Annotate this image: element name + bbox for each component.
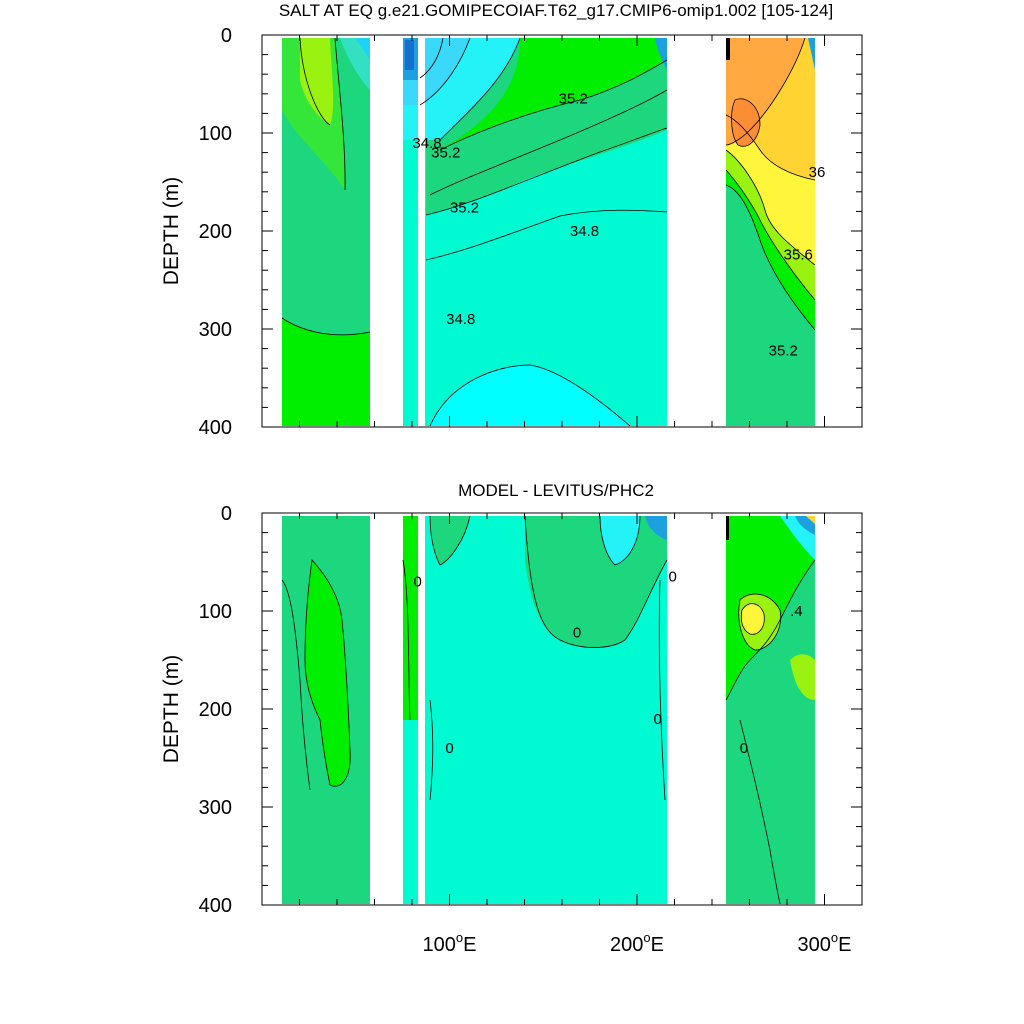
difference-x-tick-label: 300oE	[798, 930, 852, 956]
difference-y-axis-label: DEPTH (m)	[160, 655, 183, 764]
difference-contour-label: 0	[445, 740, 453, 757]
salinity-y-tick-label: 300	[199, 319, 232, 341]
salinity-y-tick-label: 200	[199, 221, 232, 243]
salinity-contour-label: 34.8	[570, 223, 599, 240]
difference-x-tick-label: 100oE	[423, 930, 477, 956]
salinity-contour-label: 35.2	[559, 91, 588, 108]
difference-panel: MODEL - LEVITUS/PHC2	[160, 481, 863, 956]
salinity-contour-label: 36	[809, 164, 826, 181]
salinity-contour-label: 35.6	[784, 247, 813, 264]
difference-contour-label: 0	[653, 711, 661, 728]
salinity-y-axis: 0 100 200 300 400	[199, 25, 862, 439]
salinity-contour-label: 34.8	[446, 311, 475, 328]
difference-contour-label: .4	[790, 603, 803, 620]
difference-x-tick-label: 200oE	[610, 930, 664, 956]
difference-y-tick-label: 400	[199, 895, 232, 917]
salinity-x-axis	[299, 35, 825, 427]
difference-y-tick-label: 300	[199, 797, 232, 819]
salinity-title: SALT AT EQ g.e21.GOMIPECOIAF.T62_g17.CMI…	[279, 1, 833, 20]
difference-contour-label: 0	[668, 569, 676, 586]
salinity-contour-label: 35.2	[450, 199, 479, 216]
salinity-field	[281, 37, 816, 427]
difference-x-axis: 100oE 200oE 300oE	[299, 513, 852, 956]
salinity-contour-label: 35.2	[769, 343, 798, 360]
difference-contour-label: 0	[413, 574, 421, 591]
salinity-y-tick-label: 0	[221, 25, 232, 47]
salinity-panel: SALT AT EQ g.e21.GOMIPECOIAF.T62_g17.CMI…	[160, 1, 863, 439]
difference-contour-label: 0	[740, 740, 748, 757]
difference-y-tick-label: 200	[199, 699, 232, 721]
difference-y-tick-label: 0	[221, 503, 232, 525]
difference-y-tick-label: 100	[199, 601, 232, 623]
salinity-y-tick-label: 400	[199, 417, 232, 439]
salinity-contour-label: 34.8	[412, 135, 441, 152]
difference-y-axis: 0 100 200 300 400	[199, 503, 862, 917]
difference-title: MODEL - LEVITUS/PHC2	[458, 481, 654, 500]
difference-contour-label: 0	[573, 625, 581, 642]
difference-contour-labels: 0 0 0 .4 0 0 0	[413, 569, 802, 758]
salinity-contour-label: 35.2	[431, 145, 460, 162]
difference-field	[281, 515, 816, 905]
salinity-y-axis-label: DEPTH (m)	[160, 177, 183, 286]
salinity-y-tick-label: 100	[199, 123, 232, 145]
